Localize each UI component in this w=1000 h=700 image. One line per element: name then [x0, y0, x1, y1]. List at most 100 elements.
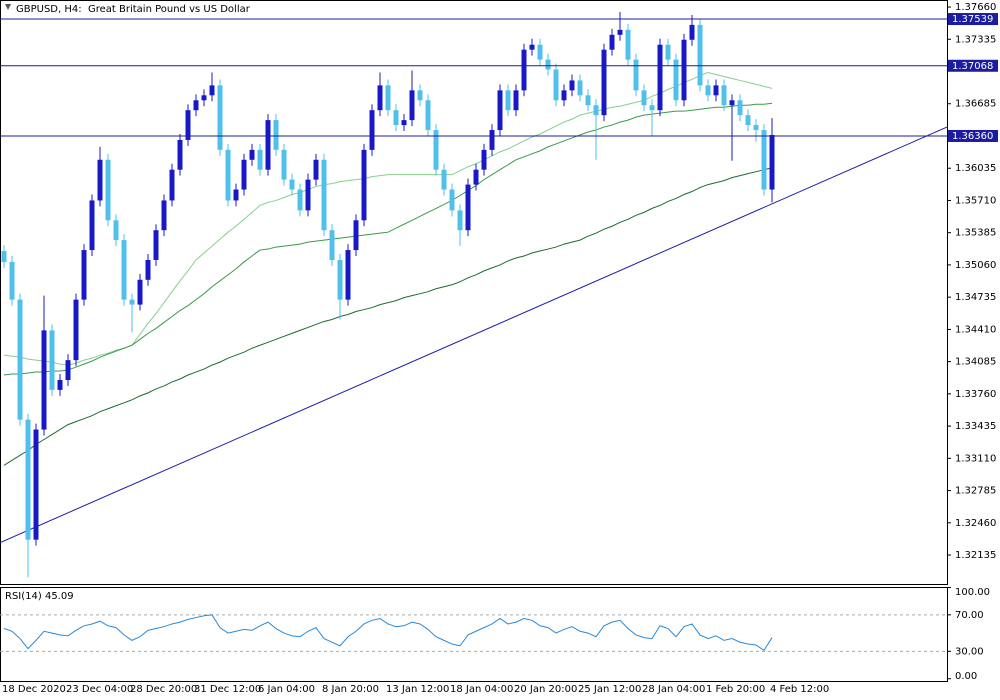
candle-body: [249, 149, 255, 160]
x-tick-label: 13 Jan 12:00: [386, 684, 449, 695]
x-tick-label: 1 Feb 20:00: [706, 684, 765, 695]
candle-body: [257, 149, 263, 170]
trend-line: [0, 126, 948, 544]
candle-body: [153, 230, 159, 260]
candle-body: [289, 179, 295, 190]
candle-body: [481, 149, 487, 170]
candle-body: [241, 159, 247, 190]
y-tick-label: 1.37660: [955, 2, 996, 13]
candle-body: [529, 44, 535, 50]
candle-body: [129, 299, 135, 305]
x-tick-label: 28 Dec 20:00: [130, 684, 197, 695]
candle-body: [721, 85, 727, 106]
rsi-line: [3, 614, 773, 652]
candle-body: [553, 69, 559, 101]
plot-frame: [0, 587, 948, 682]
level-label-box: [948, 13, 998, 26]
candle-body: [89, 200, 95, 251]
candle-body: [33, 429, 39, 540]
candle-body: [433, 130, 439, 170]
candle-body: [417, 90, 423, 101]
moving-average: [3, 167, 773, 466]
candle-body: [65, 360, 71, 380]
candle-body: [577, 80, 583, 96]
candle-body: [345, 250, 351, 300]
candle-body: [353, 220, 359, 251]
candle-body: [161, 200, 167, 231]
candle-body: [313, 159, 319, 180]
candle-body: [305, 179, 311, 211]
candle-body: [441, 169, 447, 190]
level-label: 1.37539: [952, 14, 993, 25]
candle-body: [473, 169, 479, 185]
candle-body: [225, 149, 231, 201]
candle-body: [617, 29, 623, 35]
level-label: 1.37068: [952, 61, 993, 72]
y-tick-label: 1.36685: [955, 99, 996, 110]
candle-body: [177, 139, 183, 170]
x-tick-label: 4 Feb 12:00: [770, 684, 829, 695]
rsi-title: RSI(14) 45.09: [5, 591, 74, 602]
candle-body: [337, 259, 343, 300]
level-label-box: [948, 59, 998, 72]
y-tick-label: 1.34735: [955, 292, 996, 303]
y-tick-label: 1.36035: [955, 163, 996, 174]
candle-body: [369, 110, 375, 150]
candle-body: [97, 159, 103, 201]
candle-body: [185, 110, 191, 140]
candle-body: [193, 100, 199, 111]
x-tick-label: 8 Jan 20:00: [322, 684, 379, 695]
candle-body: [393, 110, 399, 126]
candle-body: [273, 120, 279, 150]
candle-body: [457, 210, 463, 231]
candle-body: [601, 49, 607, 116]
y-tick-label: 1.35060: [955, 260, 996, 271]
candle-body: [465, 184, 471, 231]
y-tick-label: 1.32135: [955, 550, 996, 561]
candle-body: [1, 251, 7, 262]
y-tick-label: 30.00: [955, 646, 984, 657]
candle-body: [689, 24, 695, 40]
candle-body: [265, 120, 271, 170]
candle-body: [625, 29, 631, 60]
x-tick-label: 23 Dec 04:00: [66, 684, 133, 695]
candle-body: [121, 240, 127, 300]
x-tick-label: 31 Dec 12:00: [194, 684, 261, 695]
candle-body: [169, 169, 175, 201]
candle-body: [201, 95, 207, 101]
y-tick-label: 1.33760: [955, 389, 996, 400]
candle-body: [329, 230, 335, 260]
candle-body: [321, 159, 327, 231]
candle-body: [673, 59, 679, 101]
candle-body: [137, 279, 143, 305]
x-tick-label: 6 Jan 04:00: [258, 684, 315, 695]
x-tick-label: 18 Jan 04:00: [450, 684, 513, 695]
candle-body: [281, 149, 287, 180]
candle-body: [545, 59, 551, 70]
candle-body: [297, 189, 303, 211]
candle-body: [209, 85, 215, 96]
candle-body: [585, 95, 591, 106]
candle-body: [705, 85, 711, 96]
candle-body: [17, 299, 23, 420]
candle-body: [633, 59, 639, 91]
candle-body: [761, 130, 767, 190]
candle-body: [425, 100, 431, 131]
candle-body: [489, 130, 495, 150]
candle-body: [25, 419, 31, 540]
y-tick-label: 1.37335: [955, 34, 996, 45]
candle-body: [537, 44, 543, 60]
candle-body: [737, 100, 743, 116]
level-label: 1.36360: [952, 131, 993, 142]
y-tick-label: 1.33435: [955, 421, 996, 432]
plot-frame: [0, 0, 948, 585]
chart-title: GBPUSD, H4: Great Britain Pound vs US Do…: [16, 4, 251, 15]
candle-body: [769, 134, 775, 190]
candle-body: [657, 44, 663, 111]
candle-body: [385, 85, 391, 111]
candle-body: [449, 189, 455, 211]
moving-average: [3, 102, 773, 376]
candle-body: [569, 80, 575, 91]
candle-body: [401, 120, 407, 126]
y-tick-label: 1.33110: [955, 453, 996, 464]
